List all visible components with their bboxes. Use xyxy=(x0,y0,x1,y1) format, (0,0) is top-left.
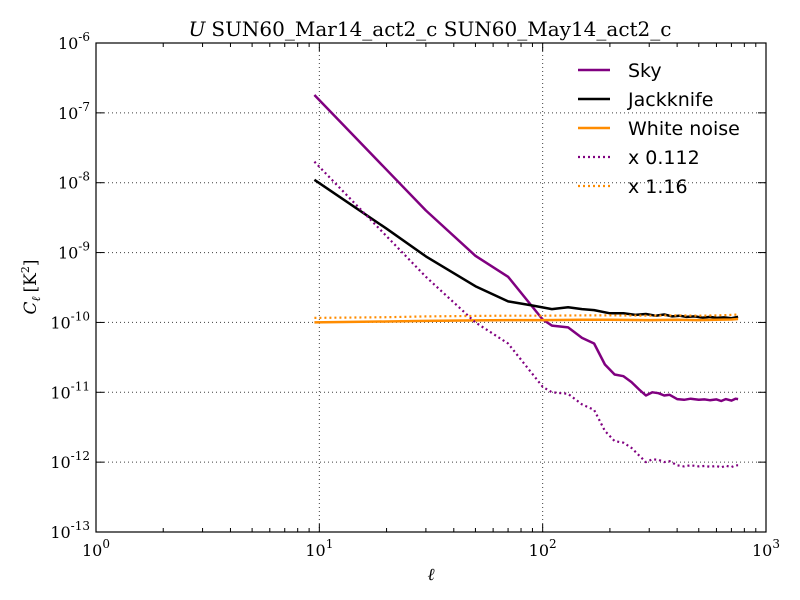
x-tick-label: 100 xyxy=(82,537,110,560)
y-tick-label: 10-7 xyxy=(58,100,90,123)
y-tick-label: 10-11 xyxy=(50,379,90,402)
tick-exponent: -12 xyxy=(71,449,90,463)
tick-base: 10 xyxy=(58,34,78,53)
y-label-sub: ℓ xyxy=(29,296,43,301)
tick-base: 10 xyxy=(50,383,70,402)
y-tick-label: 10-12 xyxy=(50,449,90,472)
tick-exponent: -10 xyxy=(71,309,90,323)
chart-title: U SUN60_Mar14_act2_c SUN60_May14_act2_c xyxy=(189,17,672,41)
y-tick-label: 10-8 xyxy=(58,170,90,193)
tick-exponent: -6 xyxy=(78,30,90,44)
y-axis-label: Cℓ [K2] xyxy=(19,260,43,315)
tick-base: 10 xyxy=(529,541,549,560)
series-layer xyxy=(313,94,739,469)
y-tick-label: 10-10 xyxy=(50,309,90,332)
tick-exponent: -11 xyxy=(71,379,90,393)
plot-frame xyxy=(95,42,767,533)
series-sky-line xyxy=(313,94,739,403)
legend: Sky Jackknife White noise x 0.112 x 1.16 xyxy=(578,60,740,198)
grid xyxy=(96,43,766,532)
x-axis-label: ℓ xyxy=(427,565,434,585)
legend-label: Jackknife xyxy=(627,89,713,111)
y-label-main: C xyxy=(21,301,41,314)
series-jackknife-line xyxy=(313,178,739,320)
tick-exponent: 2 xyxy=(549,537,557,551)
ticks: 100 101 102 10310-1310-1210-1110-1010-910-8… xyxy=(50,30,780,560)
tick-base: 10 xyxy=(50,453,70,472)
legend-label: x 1.16 xyxy=(628,176,688,198)
tick-base: 10 xyxy=(50,523,70,542)
title-main: SUN60_Mar14_act2_c SUN60_May14_act2_c xyxy=(211,17,671,41)
tick-exponent: 3 xyxy=(772,537,780,551)
tick-base: 10 xyxy=(752,541,772,560)
tick-exponent: -7 xyxy=(78,100,90,114)
tick-base: 10 xyxy=(305,541,325,560)
y-tick-label: 10-6 xyxy=(58,30,90,53)
legend-label: Sky xyxy=(628,60,662,82)
x-tick-label: 102 xyxy=(529,537,557,560)
title-prefix: U xyxy=(189,17,207,41)
series-x-1-16-line xyxy=(314,313,739,319)
tick-base: 10 xyxy=(58,174,78,193)
tick-base: 10 xyxy=(50,313,70,332)
y-tick-label: 10-9 xyxy=(58,240,90,263)
series-white-noise-line xyxy=(314,317,739,324)
y-label-unit-sup: 2 xyxy=(19,266,32,273)
tick-exponent: 1 xyxy=(326,537,334,551)
y-label-unit: [K xyxy=(21,273,41,293)
tick-base: 10 xyxy=(58,104,78,123)
x-tick-label: 103 xyxy=(752,537,780,560)
y-label-unit-close: ] xyxy=(21,260,41,267)
tick-exponent: 0 xyxy=(102,537,110,551)
y-tick-label: 10-13 xyxy=(50,519,90,542)
tick-base: 10 xyxy=(58,244,78,263)
tick-exponent: -13 xyxy=(71,519,90,533)
legend-label: x 0.112 xyxy=(628,147,700,169)
tick-base: 10 xyxy=(82,541,102,560)
legend-label: White noise xyxy=(628,118,740,140)
tick-exponent: -9 xyxy=(78,240,90,254)
tick-exponent: -8 xyxy=(78,170,90,184)
x-tick-label: 101 xyxy=(305,537,333,560)
